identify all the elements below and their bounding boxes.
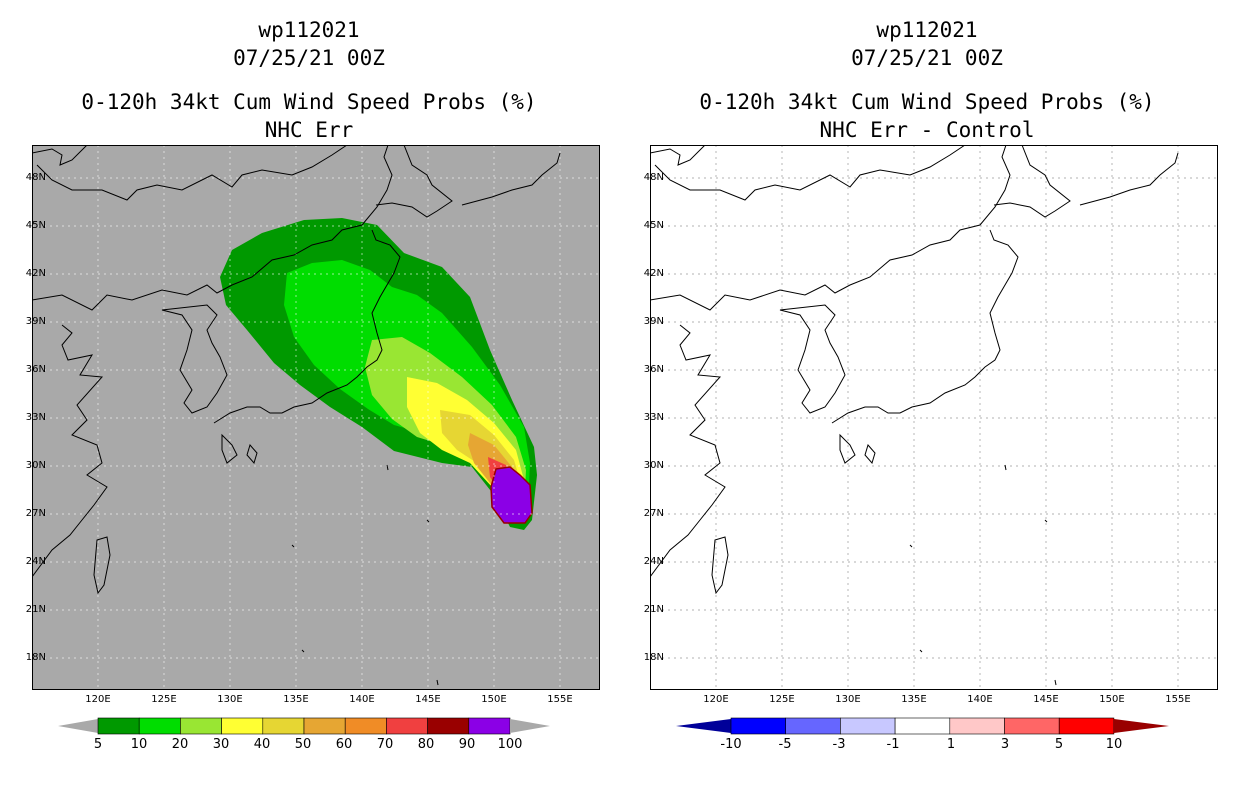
lat-label: 27N (643, 508, 664, 519)
prob-contour-90 (490, 466, 533, 524)
product-subtitle: NHC Err - Control (819, 118, 1035, 142)
colorbar-extend-high (1114, 719, 1169, 733)
colorbar-label: 5 (93, 737, 103, 752)
colorbar-swatch (840, 717, 896, 735)
colorbar-swatch (785, 717, 841, 735)
colorbar-swatch (1058, 717, 1115, 735)
colorbar-label: 1 (946, 737, 956, 752)
probability-map (32, 145, 600, 690)
lat-label: 21N (25, 604, 46, 615)
colorbar-swatch (386, 717, 428, 735)
colorbar-label: 30 (212, 737, 230, 752)
colorbar-swatch (344, 717, 387, 735)
grid-lines (650, 145, 1218, 690)
left-panel: wp112021 07/25/21 00Z 0-120h 34kt Cum Wi… (25, 18, 600, 752)
colorbar-label: 90 (458, 737, 476, 752)
colorbar-extend-low (676, 719, 731, 733)
lat-label: 45N (25, 220, 46, 231)
colorbar-label: 40 (253, 737, 271, 752)
lat-label: 39N (25, 316, 46, 327)
lon-label: 150E (481, 694, 507, 705)
colorbar-extend-low (58, 719, 98, 733)
coastlines (32, 145, 561, 686)
lat-label: 36N (643, 364, 664, 375)
colorbar-label: -10 (720, 737, 742, 752)
storm-id: wp112021 (258, 18, 360, 42)
forecast-datetime: 07/25/21 00Z (851, 46, 1003, 70)
colorbar-label: 100 (497, 737, 523, 752)
lon-label: 120E (85, 694, 111, 705)
colorbar-label: 50 (294, 737, 312, 752)
colorbar-swatch (427, 717, 470, 735)
lat-label: 45N (643, 220, 664, 231)
lon-label: 120E (703, 694, 729, 705)
lat-label: 24N (643, 556, 664, 567)
colorbar-label: 10 (1105, 737, 1123, 752)
lon-label: 140E (967, 694, 993, 705)
lat-label: 30N (25, 460, 46, 471)
coastlines (650, 145, 1179, 686)
right-panel: wp112021 07/25/21 00Z 0-120h 34kt Cum Wi… (618, 0, 1236, 800)
colorbar-label: 70 (376, 737, 394, 752)
colorbar-swatch (221, 717, 264, 735)
lon-label: 125E (769, 694, 795, 705)
lon-label: 140E (349, 694, 375, 705)
lon-label: 155E (1165, 694, 1191, 705)
lon-label: 130E (217, 694, 243, 705)
lat-label: 36N (25, 364, 46, 375)
lon-label: 155E (547, 694, 573, 705)
colorbar-label: 3 (1000, 737, 1010, 752)
colorbar-label: -3 (832, 737, 846, 752)
colorbar-extend-high (510, 719, 550, 733)
colorbar-swatch (262, 717, 305, 735)
storm-id: wp112021 (876, 18, 978, 42)
colorbar-swatch (949, 717, 1005, 735)
lat-label: 30N (643, 460, 664, 471)
colorbar-swatch (730, 717, 787, 735)
colorbar-label: 80 (417, 737, 435, 752)
lon-label: 145E (415, 694, 441, 705)
lat-label: 39N (643, 316, 664, 327)
colorbar-swatch (138, 717, 181, 735)
lon-label: 125E (151, 694, 177, 705)
lon-label: 130E (835, 694, 861, 705)
colorbar-swatch (468, 717, 511, 735)
colorbar-label: -5 (778, 737, 792, 752)
lat-label: 42N (25, 268, 46, 279)
lon-label: 135E (283, 694, 309, 705)
lat-label: 27N (25, 508, 46, 519)
colorbar-swatch (1004, 717, 1060, 735)
lat-label: 42N (643, 268, 664, 279)
colorbar-swatch (180, 717, 222, 735)
lat-label: 48N (25, 172, 46, 183)
product-subtitle: NHC Err (264, 118, 354, 142)
colorbar-label: 20 (171, 737, 189, 752)
colorbar-label: -1 (886, 737, 900, 752)
lat-label: 24N (25, 556, 46, 567)
lat-label: 21N (643, 604, 664, 615)
lat-label: 18N (25, 652, 46, 663)
lat-label: 18N (643, 652, 664, 663)
map-background (650, 145, 1218, 690)
colorbar-label: 5 (1054, 737, 1064, 752)
forecast-datetime: 07/25/21 00Z (233, 46, 385, 70)
difference-map (650, 145, 1218, 690)
lon-label: 135E (901, 694, 927, 705)
grid-lines (32, 145, 600, 690)
colorbar-swatch (97, 717, 140, 735)
colorbar-label: 60 (335, 737, 353, 752)
colorbar-swatch (303, 717, 346, 735)
product-title: 0-120h 34kt Cum Wind Speed Probs (%) (81, 90, 537, 114)
lat-label: 48N (643, 172, 664, 183)
lat-label: 33N (643, 412, 664, 423)
lon-label: 150E (1099, 694, 1125, 705)
lon-label: 145E (1033, 694, 1059, 705)
colorbar-swatch (894, 717, 951, 735)
difference-colorbar (676, 717, 1169, 735)
colorbar-label: 10 (130, 737, 148, 752)
product-title: 0-120h 34kt Cum Wind Speed Probs (%) (699, 90, 1155, 114)
probability-colorbar (58, 717, 550, 735)
lat-label: 33N (25, 412, 46, 423)
